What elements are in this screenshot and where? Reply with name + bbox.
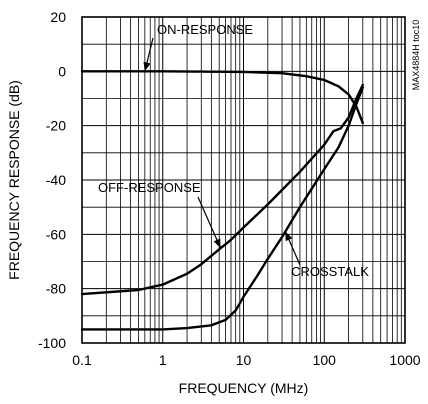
- figure-id-label: MAX4884H toc10: [411, 20, 421, 91]
- x-tick-label: 10: [236, 352, 252, 368]
- annotation-layer: ON-RESPONSE OFF-RESPONSE CROSSTALK: [98, 22, 369, 279]
- on-response-line: [80, 70, 364, 125]
- y-tick-label: -60: [46, 226, 66, 242]
- x-tick-label: 1000: [389, 352, 420, 368]
- tick-label-layer: 0.1 1 10 100 1000 20 0 -20 -40 -60 -80 -100: [38, 9, 421, 368]
- series-layer: [80, 70, 364, 331]
- crosstalk-label: CROSSTALK: [291, 264, 369, 279]
- y-tick-label: -40: [46, 172, 66, 188]
- off-response-leader: [197, 196, 222, 249]
- y-tick-label: -100: [38, 335, 66, 351]
- x-axis-title: FREQUENCY (MHz): [179, 380, 309, 396]
- on-response-label: ON-RESPONSE: [157, 22, 253, 37]
- off-response-arrowhead: [213, 238, 221, 249]
- x-tick-label: 1: [159, 352, 167, 368]
- y-tick-label: -20: [46, 118, 66, 134]
- y-axis-title: FREQUENCY RESPONSE (dB): [6, 80, 22, 280]
- on-response-arrowhead: [143, 61, 151, 72]
- off-response-label: OFF-RESPONSE: [98, 180, 201, 195]
- crosstalk-line: [80, 86, 364, 331]
- off-response-line: [80, 83, 364, 296]
- y-tick-label: 0: [58, 63, 66, 79]
- x-tick-label: 100: [313, 352, 337, 368]
- y-tick-label: 20: [50, 9, 66, 25]
- plot-frame: [81, 16, 406, 344]
- crosstalk-arrowhead: [285, 231, 293, 242]
- y-tick-label: -80: [46, 281, 66, 297]
- x-tick-label: 0.1: [72, 352, 92, 368]
